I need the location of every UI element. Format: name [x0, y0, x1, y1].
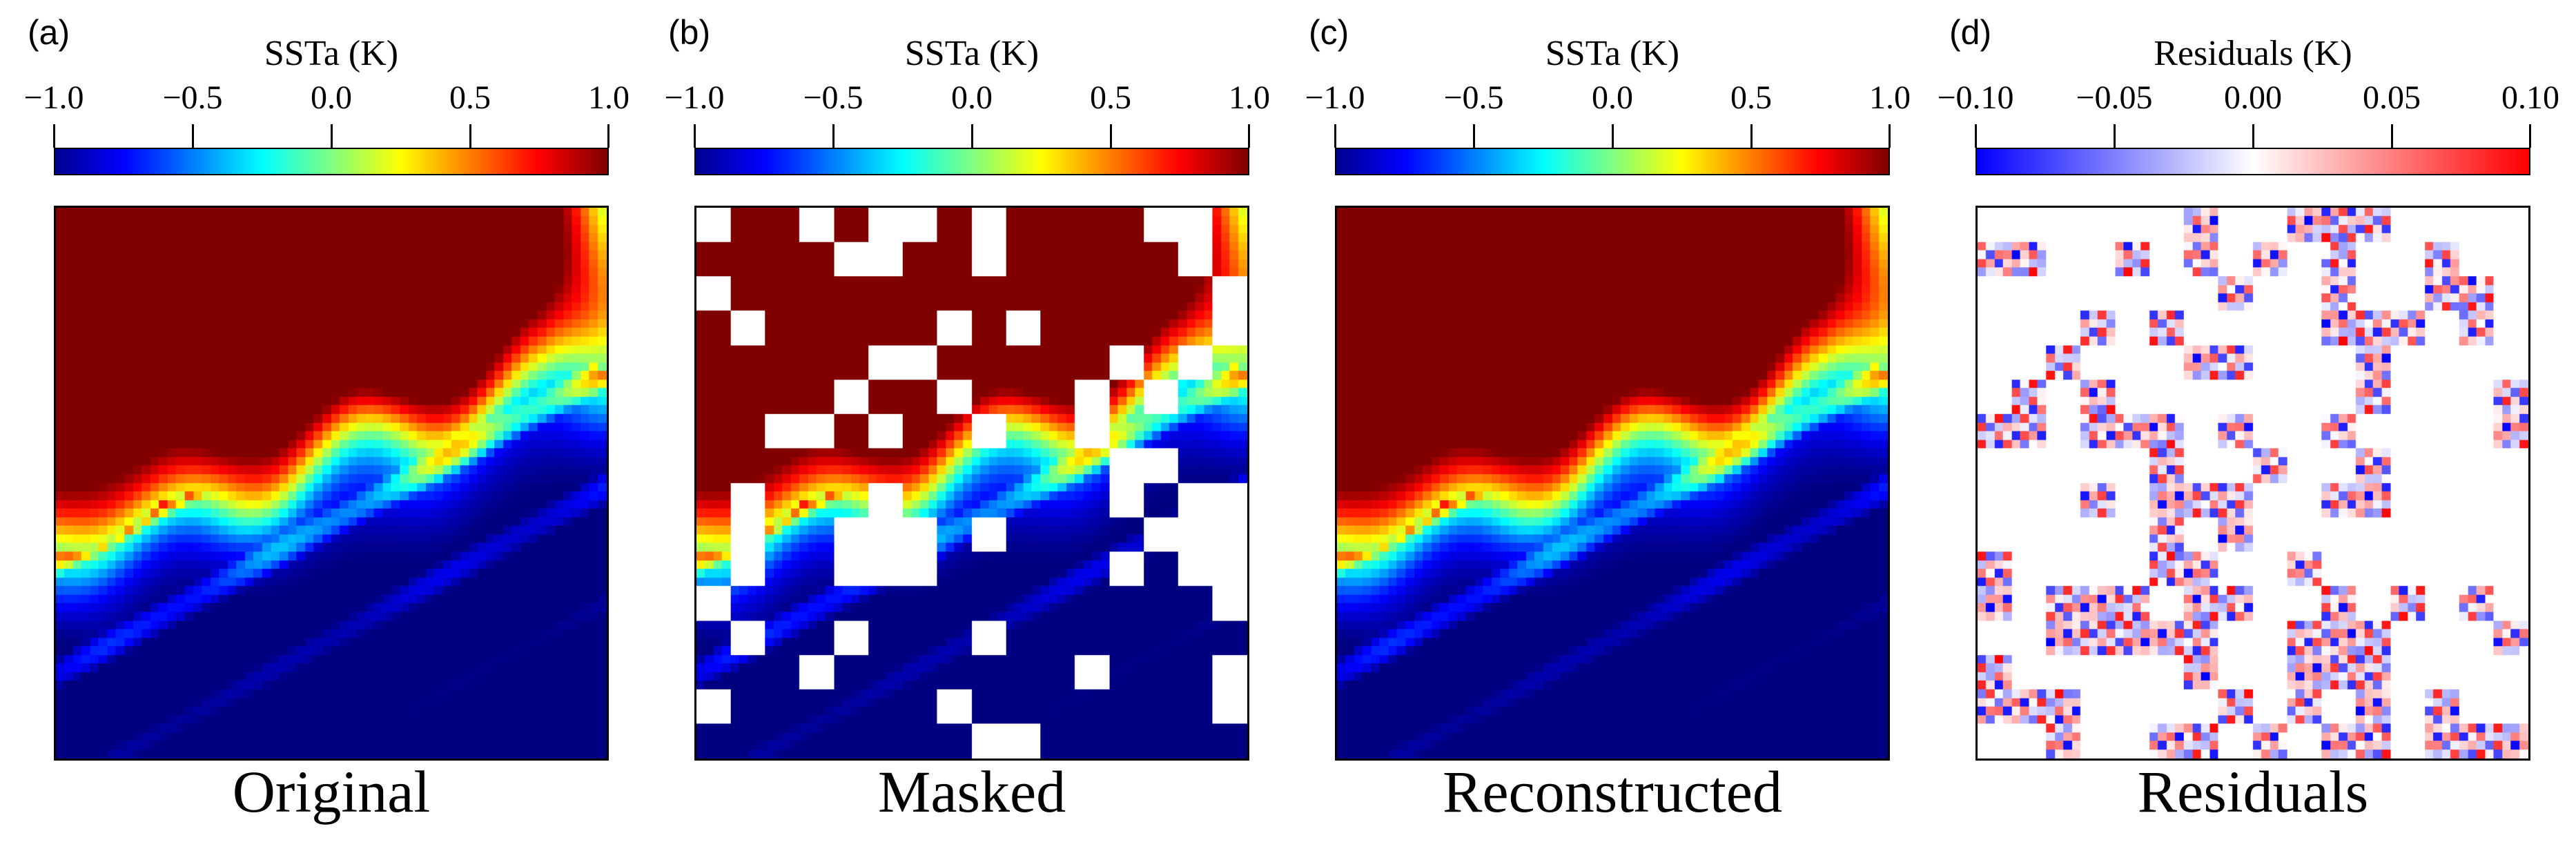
colorbar-tick — [1334, 124, 1336, 148]
colorbar-tick-label: −0.5 — [803, 79, 863, 116]
colorbar — [54, 148, 609, 175]
colorbar-title: SSTa (K) — [904, 34, 1040, 73]
colorbar-tick — [2529, 124, 2531, 148]
panel-original: (a) SSTa (K) −1.0 −0.5 0.0 0.5 1.0 Origi… — [23, 0, 663, 851]
colorbar-tick-label: 1.0 — [588, 79, 630, 116]
colorbar-tick — [192, 124, 194, 148]
colorbar — [694, 148, 1249, 175]
sst-heatmap — [54, 206, 609, 761]
colorbar — [1975, 148, 2530, 175]
colorbar-tick — [53, 124, 55, 148]
panel-label: (b) — [668, 13, 711, 52]
colorbar-tick — [694, 124, 696, 148]
colorbar-tick-label: −0.10 — [1937, 79, 2014, 116]
colorbar-tick-label: −1.0 — [664, 79, 725, 116]
colorbar-tick — [331, 124, 333, 148]
colorbar-tick — [2391, 124, 2393, 148]
colorbar-tick-label: 0.0 — [951, 79, 993, 116]
colorbar-tick — [2252, 124, 2254, 148]
colorbar-tick-label: 0.5 — [449, 79, 491, 116]
colorbar-tick — [1975, 124, 1977, 148]
colorbar-tick — [2114, 124, 2116, 148]
colorbar-tick-label: 1.0 — [1229, 79, 1270, 116]
panel-caption: Masked — [877, 759, 1066, 825]
colorbar-tick — [1473, 124, 1475, 148]
colorbar-tick — [1248, 124, 1250, 148]
colorbar-title: SSTa (K) — [264, 34, 399, 73]
colorbar-tick — [469, 124, 471, 148]
colorbar-tick — [832, 124, 835, 148]
colorbar-tick-label: 0.10 — [2501, 79, 2559, 116]
colorbar-tick-label: −0.5 — [1443, 79, 1504, 116]
colorbar-tick — [1110, 124, 1112, 148]
colorbar-tick-label: −1.0 — [1305, 79, 1365, 116]
colorbar-tick-label: −1.0 — [23, 79, 84, 116]
panel-reconstructed: (c) SSTa (K) −1.0 −0.5 0.0 0.5 1.0 Recon… — [1305, 0, 1944, 851]
residuals-heatmap — [1975, 206, 2530, 761]
colorbar-tick-label: 0.5 — [1090, 79, 1131, 116]
colorbar-title: Residuals (K) — [2154, 34, 2352, 73]
reconstructed-sst-heatmap — [1335, 206, 1890, 761]
panel-label: (d) — [1949, 13, 1992, 52]
colorbar-tick-label: 0.00 — [2224, 79, 2282, 116]
colorbar-tick-label: 1.0 — [1869, 79, 1911, 116]
panel-caption: Reconstructed — [1443, 759, 1782, 825]
masked-sst-heatmap — [694, 206, 1249, 761]
panel-masked: (b) SSTa (K) −1.0 −0.5 0.0 0.5 1.0 Maske… — [664, 0, 1303, 851]
panel-label: (a) — [28, 13, 70, 52]
colorbar-tick-label: −0.5 — [162, 79, 223, 116]
colorbar-tick-label: 0.05 — [2363, 79, 2421, 116]
colorbar — [1335, 148, 1890, 175]
colorbar-tick-label: 0.0 — [1592, 79, 1633, 116]
colorbar-tick — [1889, 124, 1891, 148]
colorbar-tick — [971, 124, 973, 148]
colorbar-tick — [1612, 124, 1614, 148]
colorbar-title: SSTa (K) — [1545, 34, 1680, 73]
panel-label: (c) — [1309, 13, 1349, 52]
panel-caption: Residuals — [2137, 759, 2369, 825]
colorbar-tick — [1750, 124, 1753, 148]
colorbar-tick-label: −0.05 — [2076, 79, 2153, 116]
panel-caption: Original — [232, 759, 431, 825]
colorbar-tick — [607, 124, 609, 148]
colorbar-tick-label: 0.5 — [1730, 79, 1772, 116]
panel-residuals: (d) Residuals (K) −0.10 −0.05 0.00 0.05 … — [1937, 0, 2576, 851]
colorbar-tick-label: 0.0 — [311, 79, 352, 116]
